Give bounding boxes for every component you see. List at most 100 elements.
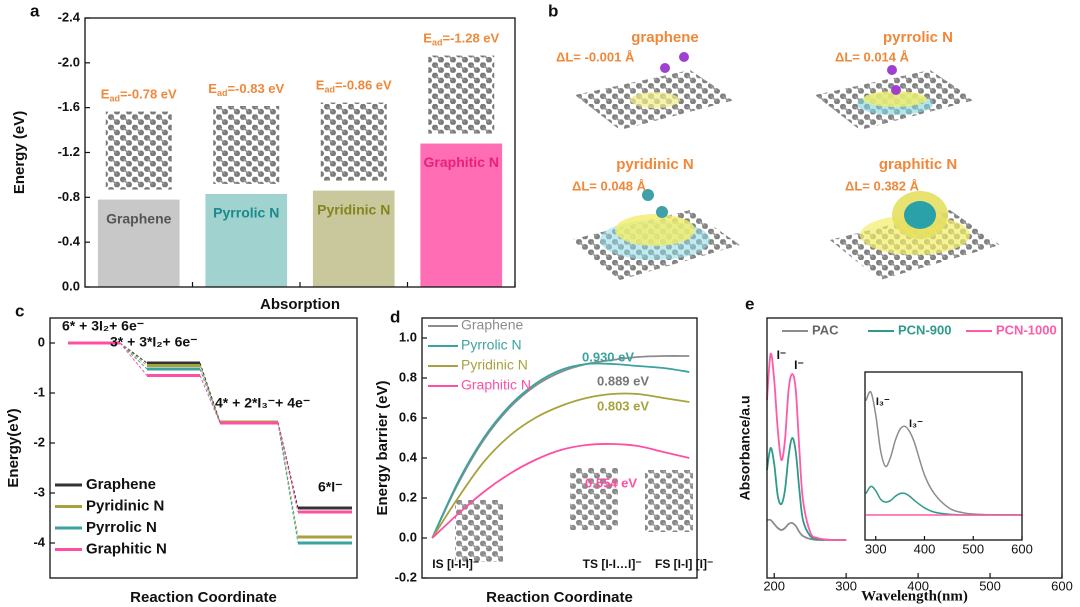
molecule-illustration bbox=[428, 55, 495, 134]
y-tick-label: -2 bbox=[33, 434, 45, 449]
bar bbox=[205, 193, 288, 287]
iodine-atom bbox=[660, 63, 670, 73]
y-tick-label: -0.2 bbox=[395, 569, 417, 584]
molecule-illustration bbox=[213, 105, 280, 184]
x-axis-label: Absorption bbox=[260, 296, 340, 313]
y-tick-label: -2.4 bbox=[58, 9, 81, 24]
y-tick-label: 0 bbox=[38, 334, 45, 349]
structure-name: pyridinic N bbox=[616, 156, 694, 173]
charge-density bbox=[904, 201, 936, 229]
legend-label: Pyrrolic N bbox=[86, 519, 157, 536]
structure-name: pyrrolic N bbox=[883, 29, 953, 46]
value-label-symbol: E bbox=[316, 78, 325, 93]
y-axis-label: Energy barrier (eV) bbox=[374, 380, 391, 515]
x-tick-label: FS [I-I] [I]⁻ bbox=[655, 557, 713, 571]
panel-b: b graphene ΔL= -0.001 Å pyrrolic N ΔL= 0… bbox=[548, 1, 1000, 280]
connector bbox=[277, 422, 299, 544]
structure-name: graphene bbox=[631, 29, 699, 46]
charge-density bbox=[630, 92, 680, 108]
bar bbox=[97, 199, 180, 287]
y-tick-label: 0.2 bbox=[399, 489, 417, 504]
bar bbox=[420, 143, 503, 287]
delta-l: ΔL= -0.001 Å bbox=[556, 49, 635, 64]
curve bbox=[431, 362, 690, 539]
value-label: Ead=-0.78 eV bbox=[101, 87, 177, 104]
legend-label: Graphene bbox=[86, 476, 156, 493]
delta-l: ΔL= 0.382 Å bbox=[845, 178, 920, 193]
annotation: I₃⁻ bbox=[876, 396, 890, 408]
y-axis-label: Absorbance/a.u bbox=[737, 395, 753, 500]
legend-label: Graphene bbox=[461, 317, 523, 333]
x-tick-label: 600 bbox=[1011, 541, 1033, 556]
panel-label: c bbox=[15, 301, 24, 320]
molecule-illustration bbox=[320, 102, 387, 181]
connector bbox=[277, 422, 299, 513]
y-axis-label: Energy(eV) bbox=[5, 408, 22, 487]
y-tick-label: -4 bbox=[33, 534, 45, 549]
bar bbox=[312, 190, 395, 287]
annotation: I₃⁻ bbox=[909, 418, 923, 430]
plot-frame bbox=[49, 317, 358, 579]
connector bbox=[277, 421, 299, 538]
charge-density bbox=[615, 214, 695, 246]
curve bbox=[431, 443, 690, 539]
structure-name: graphitic N bbox=[879, 156, 957, 173]
y-tick-label: 0.4 bbox=[399, 449, 418, 464]
x-axis-label: Wavelength(nm) bbox=[861, 588, 968, 604]
curve bbox=[766, 518, 847, 541]
y-tick-label: 0.6 bbox=[399, 409, 417, 424]
legend-label: PCN-1000 bbox=[996, 322, 1057, 337]
panel-label: a bbox=[30, 1, 40, 20]
y-tick-label: -0.4 bbox=[58, 234, 81, 249]
value-label: Ead=-0.83 eV bbox=[208, 81, 284, 98]
legend-label: Graphitic N bbox=[461, 377, 531, 393]
x-axis-label: Reaction Coordinate bbox=[486, 589, 633, 606]
state-label: 3* + 3*I₂+ 6e⁻ bbox=[110, 334, 198, 350]
x-tick-label: 300 bbox=[835, 578, 857, 593]
legend-label: PCN-900 bbox=[898, 322, 951, 337]
molecule-illustration bbox=[645, 470, 693, 532]
value-label-symbol: E bbox=[423, 31, 432, 46]
value-label: Ead=-1.28 eV bbox=[423, 31, 499, 48]
category-label: Pyrrolic N bbox=[213, 205, 279, 221]
structure-pyrrolic: pyrrolic N ΔL= 0.014 Å bbox=[815, 29, 975, 130]
value-label: Ead=-0.86 eV bbox=[316, 78, 392, 95]
category-label: Pyridinic N bbox=[317, 201, 390, 217]
x-tick-label: 500 bbox=[979, 578, 1001, 593]
annotation: I⁻ bbox=[794, 358, 804, 372]
connector bbox=[199, 375, 221, 424]
iodine-atom bbox=[679, 52, 689, 62]
y-axis-label: Energy (eV) bbox=[11, 111, 28, 194]
x-tick-label: 200 bbox=[763, 578, 785, 593]
structure-pyridinic: pyridinic N ΔL= 0.048 Å bbox=[570, 156, 740, 280]
structure-graphitic: graphitic N ΔL= 0.382 Å bbox=[830, 156, 1000, 280]
value-label-subscript: ad bbox=[109, 94, 120, 104]
state-label: 4* + 2*I₃⁻+ 4e⁻ bbox=[215, 395, 310, 411]
value-label-text: =-0.83 eV bbox=[227, 81, 284, 96]
curve bbox=[766, 437, 847, 541]
annotation: 0.554 eV bbox=[585, 475, 637, 490]
curve bbox=[766, 352, 847, 542]
state-label: 6* + 3I₂+ 6e⁻ bbox=[62, 318, 144, 334]
y-tick-label: 0.8 bbox=[399, 369, 417, 384]
category-label: Graphene bbox=[106, 210, 172, 226]
y-tick-label: -0.8 bbox=[58, 189, 80, 204]
iodine-atom bbox=[887, 65, 897, 75]
delta-l: ΔL= 0.014 Å bbox=[835, 49, 910, 64]
iodine-atom bbox=[642, 189, 654, 201]
iodine-atom bbox=[656, 206, 668, 218]
y-tick-label: 1.0 bbox=[399, 329, 417, 344]
curve bbox=[431, 355, 690, 539]
value-label-symbol: E bbox=[101, 87, 110, 102]
category-label: Graphitic N bbox=[424, 154, 499, 170]
legend-label: Pyridinic N bbox=[86, 497, 164, 514]
value-label-text: =-1.28 eV bbox=[442, 31, 499, 46]
x-tick-label: 400 bbox=[907, 578, 929, 593]
annotation: I⁻ bbox=[777, 348, 787, 362]
value-label-symbol: E bbox=[208, 81, 217, 96]
curve bbox=[431, 392, 690, 539]
plot-frame bbox=[766, 317, 1063, 579]
x-axis-label: Reaction Coordinate bbox=[130, 589, 277, 606]
structure-graphene: graphene ΔL= -0.001 Å bbox=[556, 29, 735, 130]
